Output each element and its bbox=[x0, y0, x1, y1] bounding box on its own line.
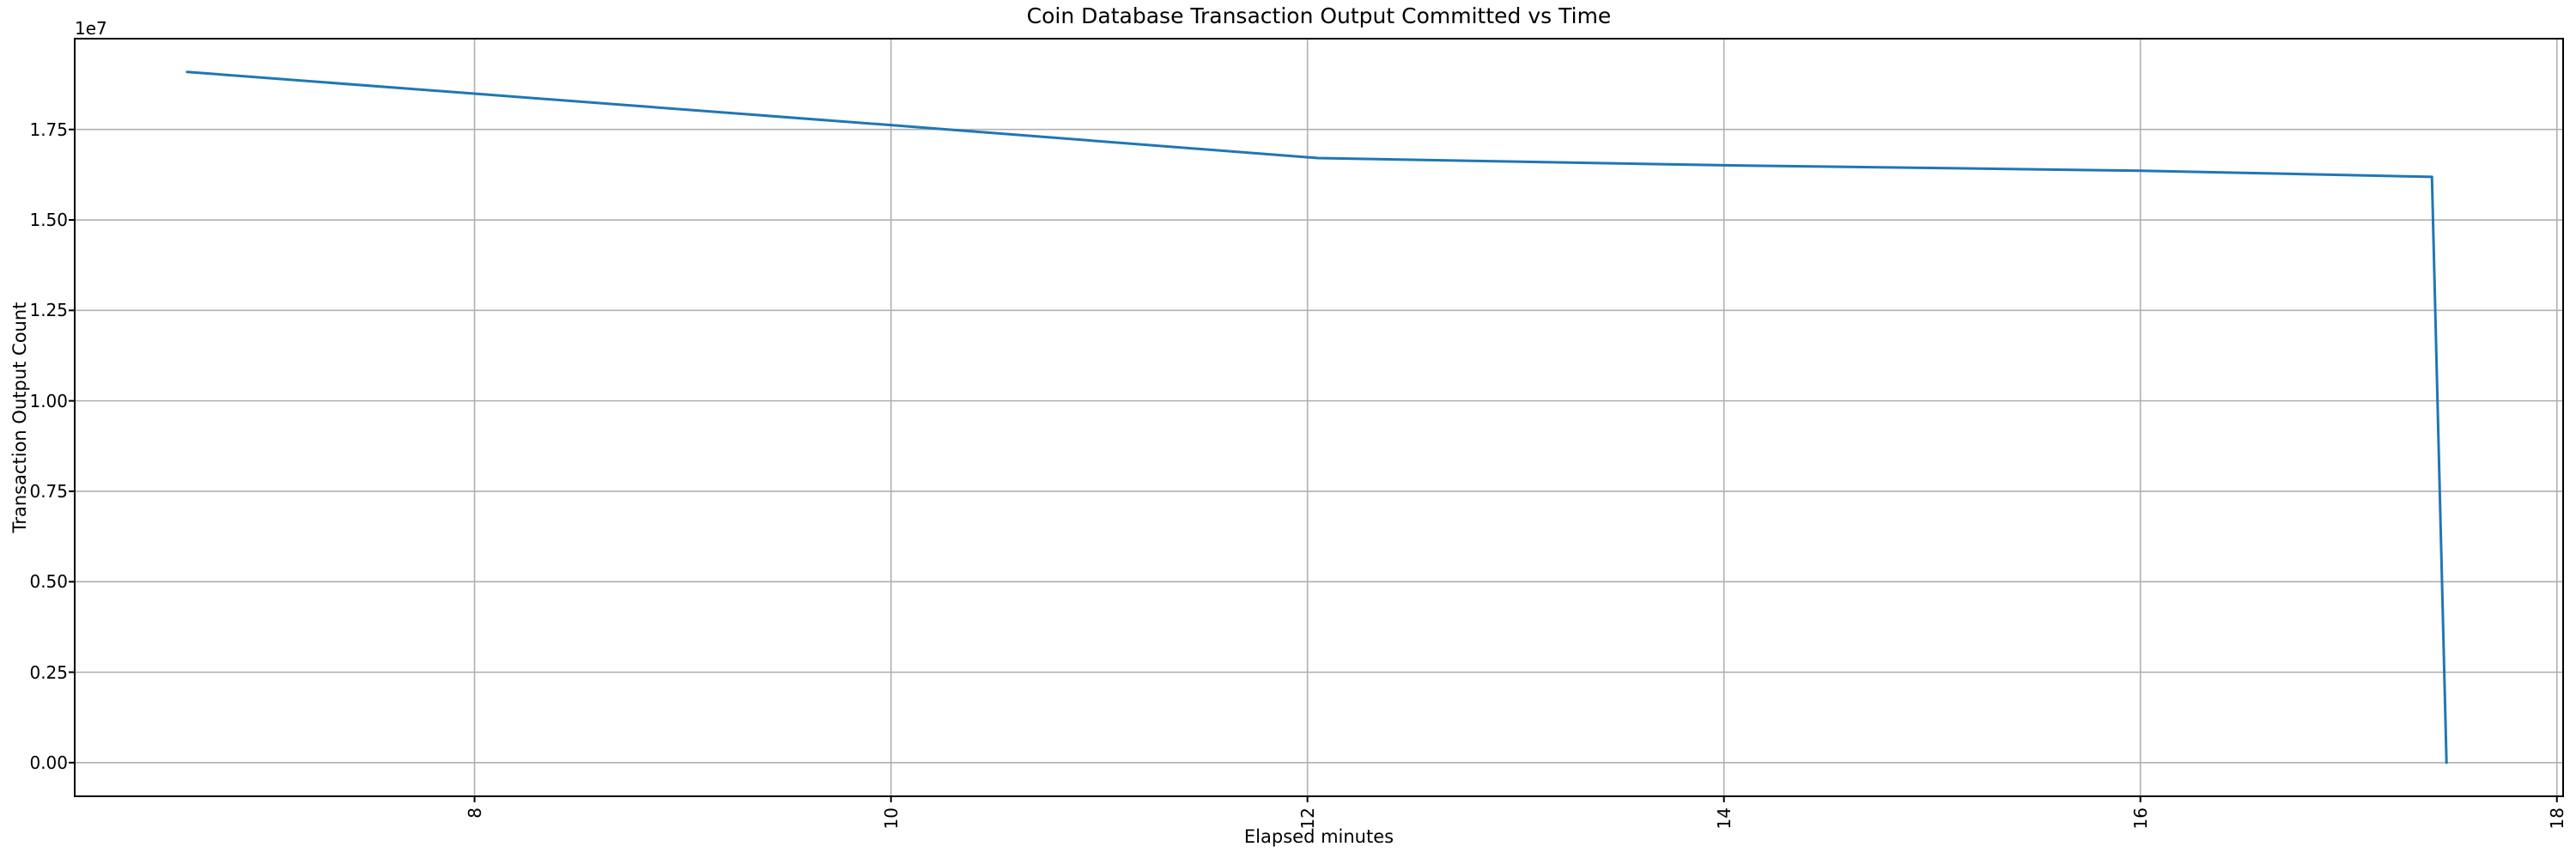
y-tick-label: 1.75 bbox=[29, 119, 68, 140]
x-tick-label: 14 bbox=[1713, 807, 1735, 830]
y-tick-label: 0.50 bbox=[29, 571, 68, 593]
x-tick-label: 16 bbox=[2129, 807, 2151, 830]
y-tick-label: 0.00 bbox=[29, 752, 68, 773]
x-tick-label: 10 bbox=[880, 807, 902, 830]
y-tick-label: 1.25 bbox=[29, 300, 68, 321]
y-tick-label: 1.50 bbox=[29, 210, 68, 231]
y-tick-label: 1.00 bbox=[29, 390, 68, 411]
x-axis-label: Elapsed minutes bbox=[1243, 826, 1394, 847]
y-axis-offset-text: 1e7 bbox=[75, 18, 107, 39]
y-tick-label: 0.75 bbox=[29, 480, 68, 502]
chart-title: Coin Database Transaction Output Committ… bbox=[1026, 3, 1612, 28]
x-tick-label: 8 bbox=[464, 807, 485, 819]
y-tick-label: 0.25 bbox=[29, 661, 68, 683]
plot-border bbox=[74, 38, 2564, 797]
data-line-transaction-output-count bbox=[185, 70, 2448, 765]
x-tick-label: 12 bbox=[1297, 807, 1318, 830]
x-tick-label: 18 bbox=[2546, 807, 2567, 830]
